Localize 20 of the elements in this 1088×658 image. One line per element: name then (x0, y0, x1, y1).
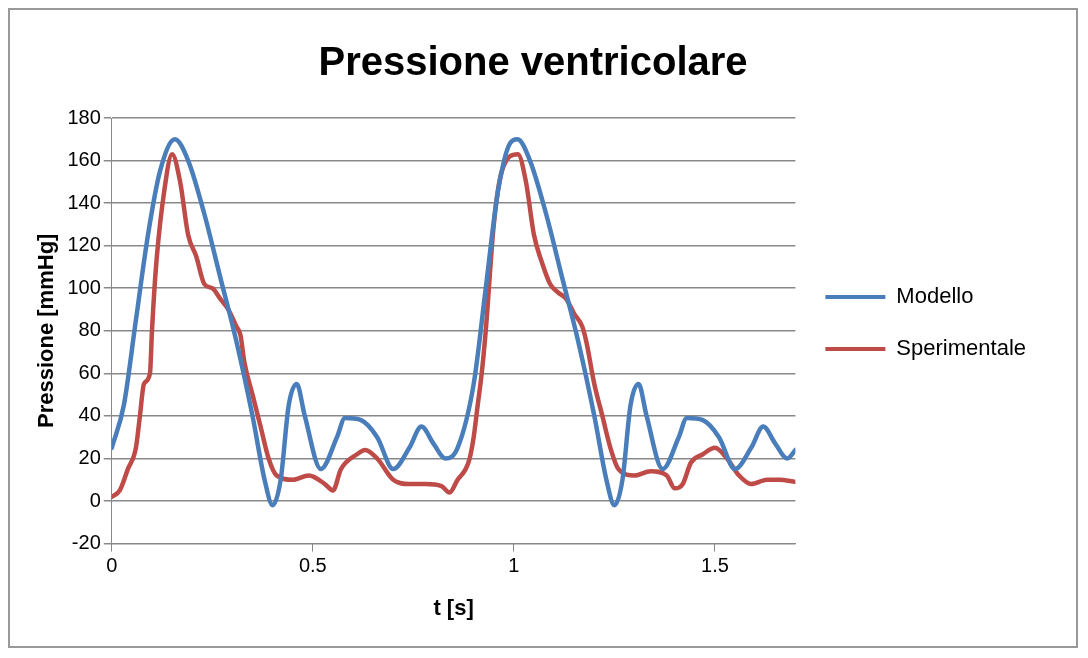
x-axis-title: t [s] (433, 594, 474, 620)
legend-label: Sperimentale (896, 335, 1027, 361)
x-tick-label: 0 (106, 554, 118, 577)
y-tick-label: -20 (71, 531, 101, 554)
y-tick-label: 80 (78, 318, 101, 341)
y-tick-label: 0 (89, 488, 101, 511)
x-tick-label: 1.5 (701, 554, 729, 577)
y-tick-label: 40 (78, 403, 101, 426)
x-tick-label: 0.5 (298, 554, 327, 577)
y-tick-label: 100 (67, 275, 101, 298)
y-tick-label: 120 (67, 233, 101, 256)
y-tick-label: 20 (78, 446, 101, 468)
y-axis-title: Pressione [mmHg] (33, 233, 59, 428)
legend-label: Modello (896, 283, 974, 309)
x-tick-label: 1 (508, 554, 520, 577)
y-tick-label: 160 (67, 148, 101, 171)
y-tick-label: 60 (78, 360, 101, 383)
chart-title: Pressione ventricolare (318, 39, 748, 84)
y-tick-label: 140 (67, 190, 101, 213)
y-tick-label: 180 (67, 105, 101, 128)
